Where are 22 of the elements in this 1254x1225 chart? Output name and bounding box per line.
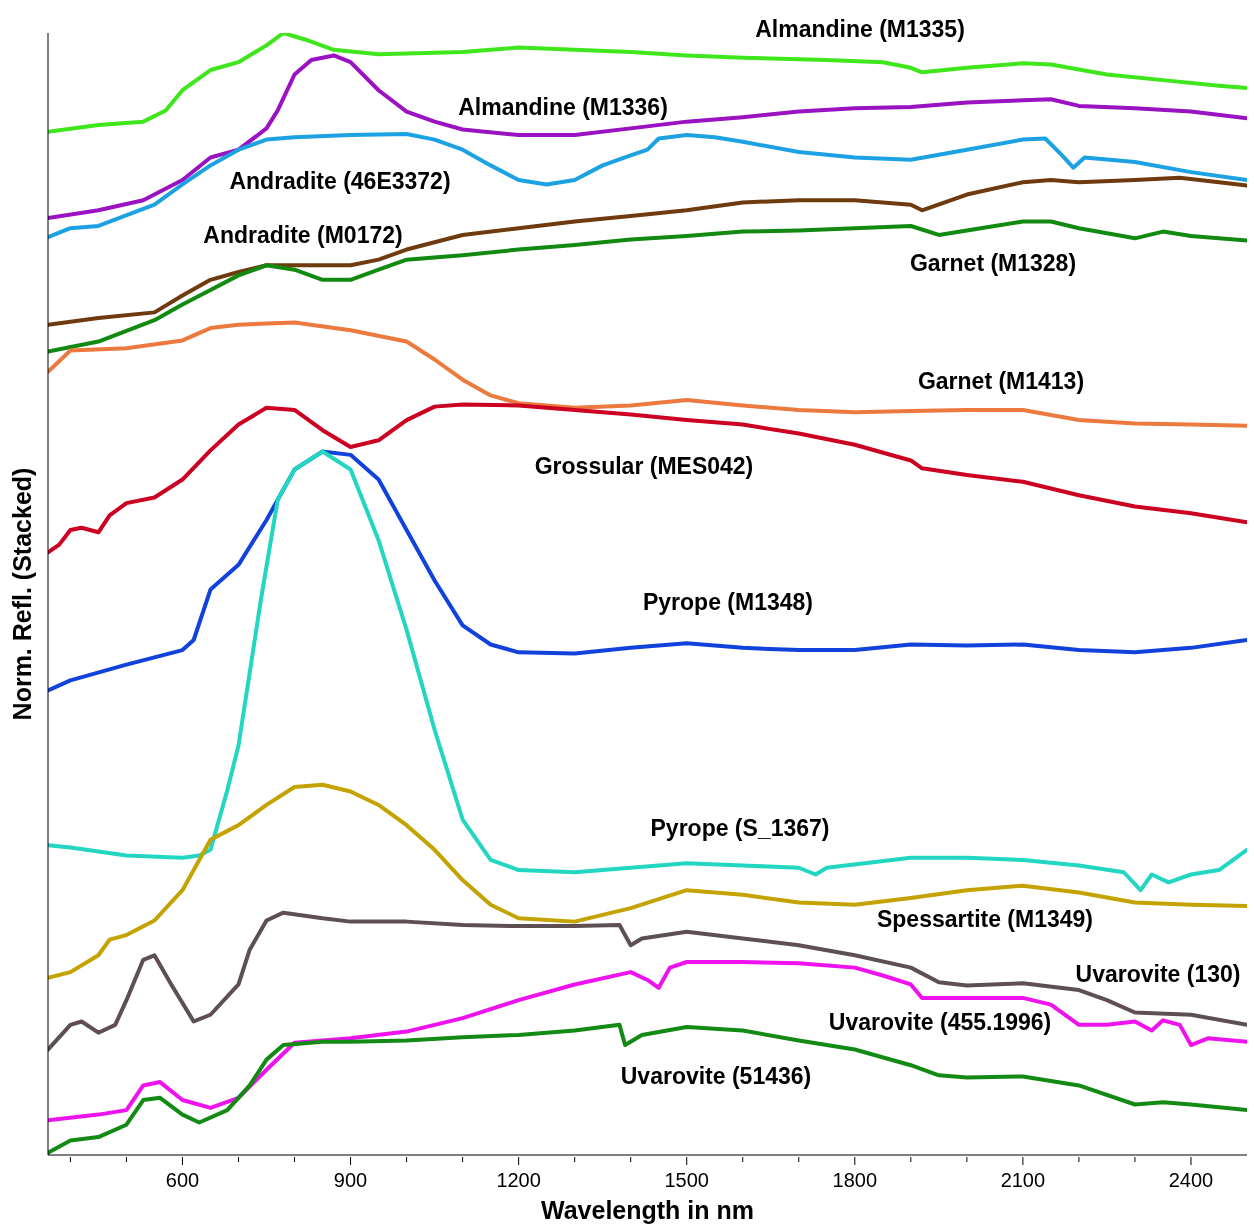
x-tick-label: 1200 — [496, 1169, 541, 1191]
series-label: Pyrope (S_1367) — [650, 815, 830, 841]
x-axis-title: Wavelength in nm — [541, 1196, 754, 1224]
x-tick-label: 600 — [165, 1169, 200, 1191]
series-label: Spessartite (M1349) — [876, 906, 1094, 932]
series-label: Uvarovite (51436) — [620, 1063, 812, 1089]
x-tick-label: 900 — [333, 1169, 368, 1191]
series-label: Andradite (M0172) — [203, 222, 403, 248]
y-axis-title: Norm. Refl. (Stacked) — [8, 467, 36, 721]
series-label: Almandine (M1336) — [458, 94, 668, 120]
series-label: Garnet (M1328) — [909, 250, 1077, 276]
series-label: Almandine (M1335) — [755, 16, 965, 42]
series-label: Uvarovite (130) — [1075, 961, 1241, 987]
x-tick-label: 1800 — [832, 1169, 878, 1191]
series-label: Uvarovite (455.1996) — [828, 1009, 1052, 1035]
series-label: Andradite (46E3372) — [229, 168, 451, 194]
x-tick-label: 1500 — [664, 1169, 709, 1191]
series-label: Pyrope (M1348) — [642, 589, 814, 615]
x-tick-label: 2400 — [1168, 1169, 1214, 1191]
series-label: Garnet (M1413) — [917, 368, 1085, 394]
x-tick-label: 2100 — [1000, 1169, 1046, 1191]
series-label: Grossular (MES042) — [534, 453, 754, 479]
